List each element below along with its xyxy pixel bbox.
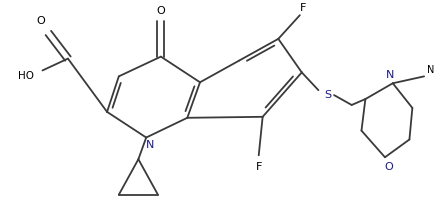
Text: O: O [385,162,393,172]
Text: S: S [325,90,332,100]
Text: N: N [146,140,154,150]
Text: F: F [300,3,306,13]
Text: O: O [157,6,165,16]
Text: N: N [427,66,434,75]
Text: F: F [255,162,262,172]
Text: O: O [36,16,45,26]
Text: HO: HO [18,71,34,81]
Text: N: N [386,70,394,80]
